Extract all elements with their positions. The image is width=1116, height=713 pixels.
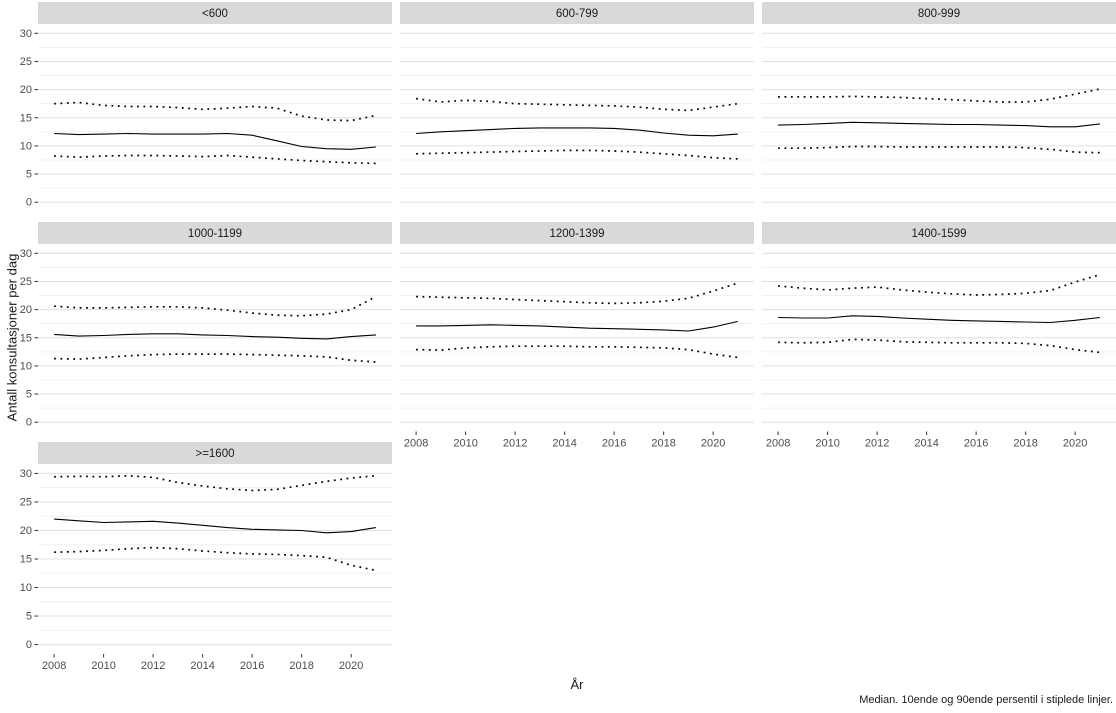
chart-caption: Median. 10ende og 90ende persentil i sti… — [859, 694, 1113, 706]
x-axis-title: År — [570, 677, 584, 692]
y-tick-label: 20 — [20, 304, 32, 316]
x-tick-label: 2020 — [701, 438, 725, 450]
series-line-p90 — [416, 282, 739, 305]
y-tick-label: 0 — [26, 639, 32, 651]
y-tick-label: 0 — [26, 197, 32, 209]
y-axis-title: Antall konsultasjoner per dag — [4, 253, 20, 422]
series-line-median — [778, 121, 1100, 128]
x-tick-label: 2018 — [651, 438, 675, 450]
facet-strip-label: <600 — [202, 8, 228, 20]
series-line-p10 — [54, 353, 376, 363]
y-tick-label: 25 — [20, 496, 32, 508]
x-tick-label: 2020 — [339, 660, 363, 672]
y-tick-label: 20 — [20, 84, 32, 96]
series-line-p90 — [778, 273, 1101, 296]
y-tick-label: 10 — [20, 582, 32, 594]
x-tick-label: 2014 — [914, 438, 938, 450]
facet-strip-label: 1400-1599 — [912, 228, 967, 240]
series-line-p90 — [778, 88, 1101, 103]
x-tick-label: 2008 — [42, 660, 66, 672]
series-line-median — [778, 315, 1100, 324]
x-tick-label: 2010 — [91, 660, 115, 672]
series-line-median — [416, 320, 739, 332]
series-line-median — [54, 132, 376, 150]
x-tick-label: 2012 — [503, 438, 527, 450]
x-tick-label: 2018 — [289, 660, 313, 672]
facet-strip-label: 1200-1399 — [550, 228, 605, 240]
facet-strip — [38, 2, 392, 24]
x-tick-label: 2014 — [552, 438, 576, 450]
y-tick-label: 5 — [26, 611, 32, 623]
y-tick-label: 30 — [20, 248, 32, 260]
y-tick-label: 5 — [26, 169, 32, 181]
x-tick-label: 2016 — [602, 438, 626, 450]
series-line-p90 — [54, 474, 376, 492]
x-tick-label: 2010 — [815, 438, 839, 450]
y-tick-label: 10 — [20, 360, 32, 372]
y-tick-label: 30 — [20, 28, 32, 40]
x-tick-label: 2020 — [1063, 438, 1087, 450]
facet-strip-label: 800-999 — [918, 8, 960, 20]
y-tick-label: 15 — [20, 332, 32, 344]
series-line-p90 — [54, 295, 377, 317]
x-tick-label: 2010 — [453, 438, 477, 450]
x-tick-label: 2016 — [240, 660, 264, 672]
facet-strip — [762, 222, 1116, 244]
x-tick-label: 2008 — [404, 438, 428, 450]
facet-strip — [762, 2, 1116, 24]
x-tick-label: 2008 — [766, 438, 790, 450]
y-tick-label: 15 — [20, 554, 32, 566]
facet-strip — [400, 2, 754, 24]
series-line-median — [416, 127, 738, 137]
y-tick-label: 0 — [26, 417, 32, 429]
facet-strip — [38, 222, 392, 244]
y-tick-label: 5 — [26, 389, 32, 401]
series-line-p10 — [416, 149, 738, 160]
x-tick-label: 2018 — [1013, 438, 1037, 450]
series-line-p90 — [415, 97, 739, 112]
series-line-p90 — [54, 101, 377, 122]
facet-strip-label: 1000-1199 — [188, 228, 242, 240]
y-tick-label: 25 — [20, 56, 32, 68]
series-line-p10 — [416, 345, 739, 359]
series-line-p10 — [778, 338, 1100, 354]
x-tick-label: 2016 — [964, 438, 988, 450]
y-tick-label: 25 — [20, 276, 32, 288]
y-tick-label: 20 — [20, 525, 32, 537]
series-line-median — [54, 333, 376, 340]
series-line-p10 — [54, 546, 377, 572]
facet-strip-label: 600-799 — [556, 8, 598, 20]
facet-strip — [38, 442, 392, 464]
series-line-p10 — [54, 154, 376, 165]
series-line-p10 — [778, 145, 1100, 154]
x-tick-label: 2012 — [865, 438, 889, 450]
y-tick-label: 30 — [20, 468, 32, 480]
series-line-median — [54, 518, 376, 534]
y-tick-label: 15 — [20, 112, 32, 124]
x-tick-label: 2014 — [190, 660, 214, 672]
y-tick-label: 10 — [20, 140, 32, 152]
facet-strip-label: >=1600 — [195, 448, 234, 460]
x-tick-label: 2012 — [141, 660, 165, 672]
facet-strip — [400, 222, 754, 244]
